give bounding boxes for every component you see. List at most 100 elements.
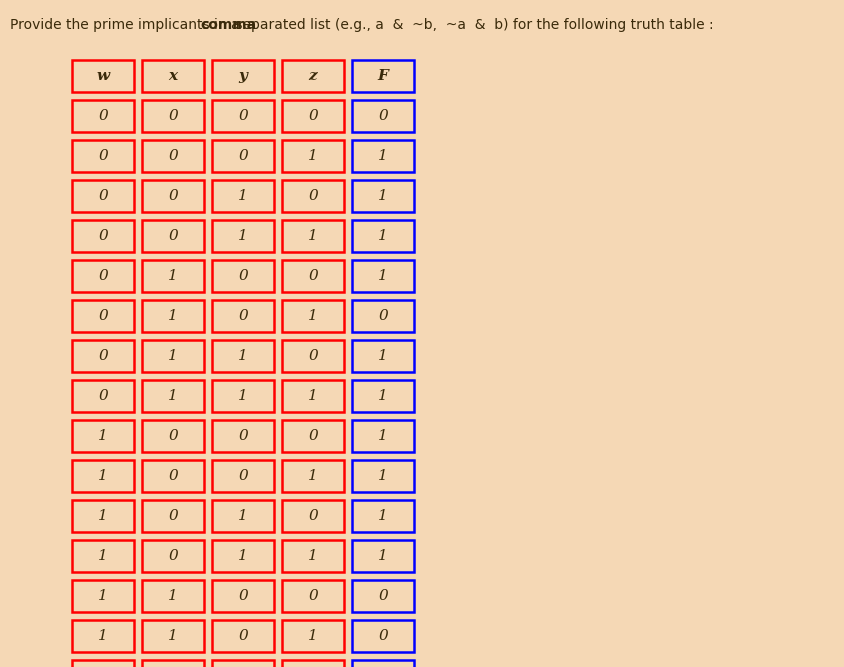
Text: 0: 0	[377, 309, 387, 323]
FancyBboxPatch shape	[142, 660, 203, 667]
FancyBboxPatch shape	[352, 60, 414, 92]
FancyBboxPatch shape	[352, 380, 414, 412]
FancyBboxPatch shape	[352, 140, 414, 172]
Text: 0: 0	[238, 429, 247, 443]
FancyBboxPatch shape	[72, 340, 134, 372]
FancyBboxPatch shape	[72, 180, 134, 212]
FancyBboxPatch shape	[282, 420, 344, 452]
Text: 0: 0	[98, 309, 108, 323]
Text: 1: 1	[377, 469, 387, 483]
FancyBboxPatch shape	[282, 300, 344, 332]
FancyBboxPatch shape	[282, 380, 344, 412]
Text: 1: 1	[308, 309, 317, 323]
Text: y: y	[238, 69, 247, 83]
Text: 1: 1	[98, 429, 108, 443]
Text: 0: 0	[238, 629, 247, 643]
Text: 0: 0	[308, 269, 317, 283]
FancyBboxPatch shape	[142, 140, 203, 172]
Text: 1: 1	[98, 549, 108, 563]
Text: 1: 1	[238, 349, 247, 363]
FancyBboxPatch shape	[142, 60, 203, 92]
Text: 1: 1	[377, 429, 387, 443]
FancyBboxPatch shape	[212, 260, 273, 292]
FancyBboxPatch shape	[142, 420, 203, 452]
FancyBboxPatch shape	[212, 580, 273, 612]
FancyBboxPatch shape	[212, 380, 273, 412]
Text: 0: 0	[98, 349, 108, 363]
Text: 1: 1	[168, 629, 178, 643]
FancyBboxPatch shape	[142, 180, 203, 212]
FancyBboxPatch shape	[142, 500, 203, 532]
FancyBboxPatch shape	[352, 540, 414, 572]
Text: 0: 0	[238, 269, 247, 283]
FancyBboxPatch shape	[282, 100, 344, 132]
Text: 0: 0	[168, 549, 178, 563]
Text: 0: 0	[238, 469, 247, 483]
FancyBboxPatch shape	[282, 660, 344, 667]
FancyBboxPatch shape	[72, 540, 134, 572]
FancyBboxPatch shape	[352, 620, 414, 652]
Text: 1: 1	[377, 349, 387, 363]
FancyBboxPatch shape	[72, 660, 134, 667]
FancyBboxPatch shape	[352, 260, 414, 292]
Text: 0: 0	[308, 509, 317, 523]
FancyBboxPatch shape	[352, 220, 414, 252]
Text: 0: 0	[98, 389, 108, 403]
FancyBboxPatch shape	[212, 420, 273, 452]
FancyBboxPatch shape	[142, 100, 203, 132]
Text: 1: 1	[308, 149, 317, 163]
Text: F: F	[377, 69, 388, 83]
FancyBboxPatch shape	[352, 420, 414, 452]
FancyBboxPatch shape	[142, 380, 203, 412]
FancyBboxPatch shape	[282, 140, 344, 172]
FancyBboxPatch shape	[352, 300, 414, 332]
Text: 1: 1	[377, 149, 387, 163]
Text: 0: 0	[377, 109, 387, 123]
Text: 1: 1	[308, 469, 317, 483]
FancyBboxPatch shape	[282, 620, 344, 652]
FancyBboxPatch shape	[142, 580, 203, 612]
Text: 0: 0	[308, 429, 317, 443]
FancyBboxPatch shape	[282, 500, 344, 532]
Text: 1: 1	[377, 389, 387, 403]
FancyBboxPatch shape	[352, 660, 414, 667]
FancyBboxPatch shape	[212, 660, 273, 667]
Text: 0: 0	[168, 469, 178, 483]
Text: separated list (e.g., a  &  ~b,  ~a  &  b) for the following truth table :: separated list (e.g., a & ~b, ~a & b) fo…	[231, 18, 713, 32]
Text: 1: 1	[238, 549, 247, 563]
Text: 1: 1	[377, 229, 387, 243]
Text: 1: 1	[238, 189, 247, 203]
FancyBboxPatch shape	[212, 220, 273, 252]
Text: z: z	[308, 69, 317, 83]
Text: 0: 0	[308, 349, 317, 363]
Text: 0: 0	[377, 589, 387, 603]
FancyBboxPatch shape	[72, 620, 134, 652]
FancyBboxPatch shape	[212, 300, 273, 332]
Text: 0: 0	[238, 589, 247, 603]
FancyBboxPatch shape	[212, 500, 273, 532]
FancyBboxPatch shape	[212, 60, 273, 92]
FancyBboxPatch shape	[212, 140, 273, 172]
FancyBboxPatch shape	[352, 340, 414, 372]
Text: comma: comma	[200, 18, 257, 32]
Text: 1: 1	[308, 229, 317, 243]
Text: 1: 1	[98, 509, 108, 523]
Text: 1: 1	[377, 189, 387, 203]
Text: 1: 1	[377, 269, 387, 283]
Text: 1: 1	[308, 389, 317, 403]
Text: 0: 0	[98, 189, 108, 203]
FancyBboxPatch shape	[72, 100, 134, 132]
Text: 0: 0	[168, 189, 178, 203]
Text: 0: 0	[98, 269, 108, 283]
FancyBboxPatch shape	[142, 300, 203, 332]
FancyBboxPatch shape	[282, 540, 344, 572]
Text: 0: 0	[308, 109, 317, 123]
Text: 1: 1	[377, 549, 387, 563]
FancyBboxPatch shape	[142, 540, 203, 572]
FancyBboxPatch shape	[142, 620, 203, 652]
Text: 0: 0	[308, 189, 317, 203]
Text: 1: 1	[168, 269, 178, 283]
FancyBboxPatch shape	[212, 620, 273, 652]
FancyBboxPatch shape	[142, 260, 203, 292]
FancyBboxPatch shape	[72, 260, 134, 292]
